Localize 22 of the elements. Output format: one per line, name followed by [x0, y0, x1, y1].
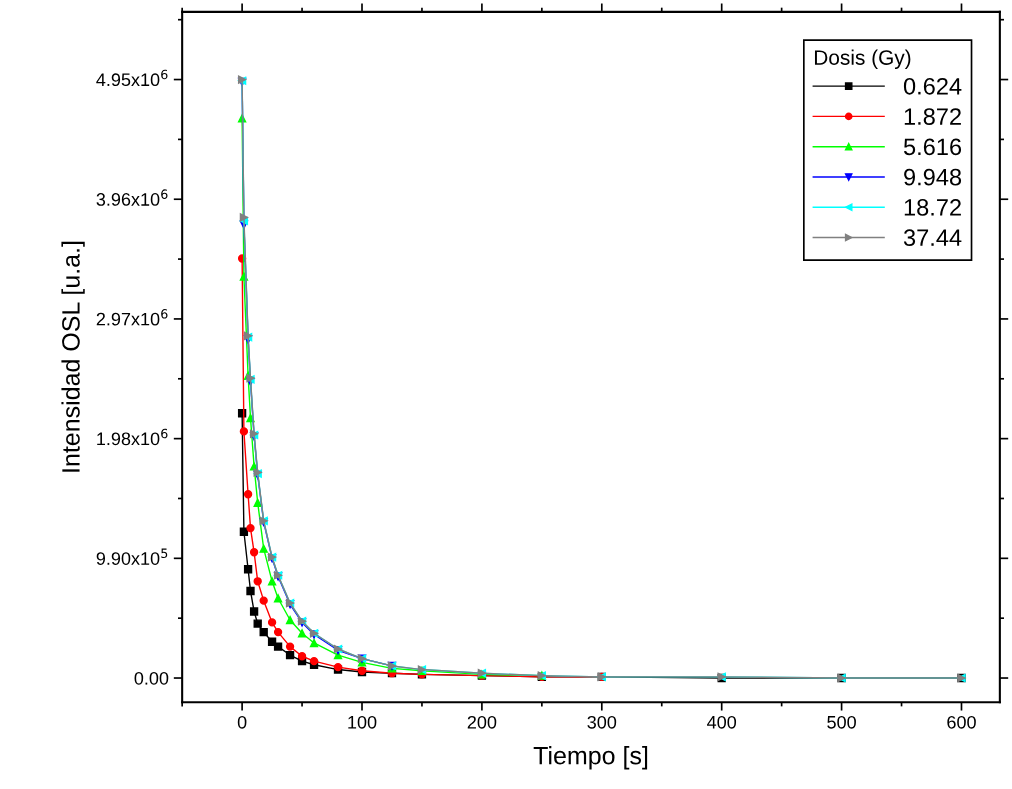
x-tick-label: 600 [947, 715, 976, 729]
x-axis-title: Tiempo [s] [533, 746, 648, 770]
x-tick-label: 500 [827, 715, 856, 729]
legend-label: 37.44 [903, 229, 962, 247]
y-tick-label: 9.90x10$^{5}$ [96, 548, 168, 565]
y-axis-title: Intensidad OSL [u.a.] [61, 241, 85, 472]
legend-title: Dosis (Gy) [814, 49, 911, 70]
x-tick-label: 400 [707, 715, 737, 729]
legend-label: 5.616 [903, 138, 962, 156]
y-tick-label: 1.98x10$^{6}$ [97, 428, 168, 446]
legend-label: 9.948 [904, 168, 962, 186]
x-tick-label: 0 [237, 715, 247, 729]
x-tick-label: 100 [348, 715, 377, 729]
y-tick-label: 2.97x10$^{6}$ [96, 309, 168, 326]
x-tick-label: 200 [467, 715, 497, 729]
y-tick-label: 0.00 [134, 671, 169, 685]
y-tick-label: 4.95x10$^{6}$ [96, 69, 168, 87]
x-tick-label: 300 [587, 715, 617, 729]
legend-label: 18.72 [904, 199, 961, 216]
legend-label: 0.624 [903, 77, 962, 95]
y-tick-label: 3.96x10$^{6}$ [96, 189, 168, 206]
legend-label: 1.872 [904, 108, 961, 125]
